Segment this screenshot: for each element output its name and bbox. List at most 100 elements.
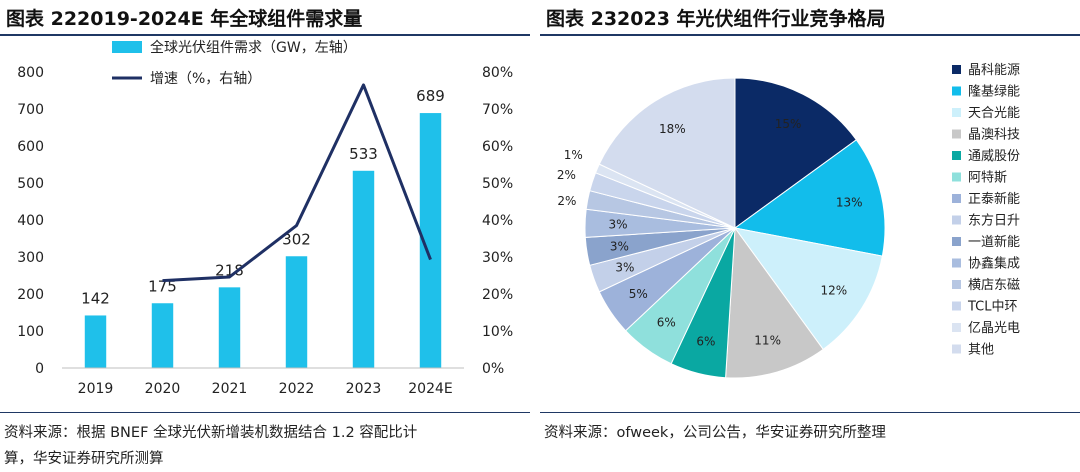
pie-slice [733, 227, 883, 351]
y-left-tick-label: 400 [17, 213, 44, 229]
pie-slice-percent-label: 3% [615, 261, 634, 275]
y-right-tick-label: 10% [482, 324, 513, 340]
pie-legend-label: 晶澳科技 [968, 127, 1020, 143]
pie-legend-swatch [952, 194, 961, 203]
pie-legend-swatch [952, 151, 961, 160]
x-tick-label: 2024E [408, 381, 452, 397]
demand-bar-value-label: 533 [349, 145, 378, 163]
competition-chart-title: 图表 232023 年光伏组件行业竞争格局 [546, 8, 886, 30]
y-right-tick-label: 70% [482, 102, 513, 118]
pie-legend-label: 横店东磁 [968, 278, 1020, 293]
pie-legend-swatch [952, 280, 961, 289]
source-line-2: 算，华安证券研究所测算 [4, 451, 164, 467]
source-line: 资料来源：ofweek，公司公告，华安证券研究所整理 [544, 425, 886, 441]
pie-legend-label: 协鑫集成 [968, 256, 1020, 272]
demand-chart-panel: 图表 222019-2024E 年全球组件需求量 0 100 200 300 400 50… [0, 0, 530, 472]
pie-slice-percent-label: 6% [696, 334, 715, 348]
pie-slice-percent-label: 15% [775, 117, 802, 131]
pie-legend-label: 晶科能源 [968, 63, 1020, 78]
demand-bar [285, 256, 308, 368]
pie-slice-percent-label: 2% [557, 194, 576, 208]
pie-legend-label: 正泰新能 [968, 191, 1020, 207]
title-divider [540, 34, 1080, 36]
y-right-tick-label: 60% [482, 139, 513, 155]
pie-legend-swatch [952, 237, 961, 246]
y-right-tick-label: 50% [482, 176, 513, 192]
competition-source-note: 资料来源：ofweek，公司公告，华安证券研究所整理 [544, 420, 1064, 446]
legend-line-label: 增速（%，右轴） [150, 71, 261, 87]
demand-bar-value-label: 689 [416, 87, 445, 105]
pie-slice-percent-label: 12% [820, 284, 847, 298]
demand-bar [218, 287, 241, 368]
x-tick-label: 2020 [145, 381, 181, 397]
legend-bar-swatch [112, 41, 142, 53]
pie-legend-swatch [952, 172, 961, 182]
pie-legend-label: 一道新能 [968, 234, 1020, 250]
demand-bar [151, 303, 174, 368]
pie-legend-swatch [952, 129, 961, 139]
pie-legend-swatch [952, 215, 961, 225]
source-divider [540, 412, 1080, 413]
y-left-tick-label: 600 [17, 139, 44, 155]
pie-slice-percent-label: 11% [754, 333, 781, 347]
demand-bar-line-chart: 0 100 200 300 400 500 600 700 800 0% 10% 20% 30% 40% 5… [17, 39, 513, 397]
y-right-tick-label: 40% [482, 213, 513, 229]
source-divider [0, 412, 530, 413]
x-tick-label: 2022 [279, 381, 315, 397]
pie-legend-label: 亿晶光电 [968, 321, 1020, 336]
x-tick-label: 2019 [78, 381, 114, 397]
y-left-tick-label: 800 [17, 65, 44, 81]
pie-slice [725, 226, 824, 379]
pie-legend-label: 东方日升 [968, 213, 1020, 229]
pie-legend-label: 隆基绿能 [968, 85, 1020, 100]
demand-bar [419, 113, 442, 368]
pie-slice-percent-label: 3% [609, 217, 628, 231]
pie-legend-swatch [952, 86, 961, 96]
legend-bar-label: 全球光伏组件需求（GW，左轴） [150, 39, 357, 56]
y-left-tick-label: 300 [17, 250, 44, 266]
pie-legend-swatch [952, 65, 961, 74]
pie-slice-percent-label: 2% [557, 168, 576, 182]
pie-legend-swatch [952, 258, 961, 268]
pie-legend-swatch [952, 323, 961, 332]
competition-chart-panel: 图表 232023 年光伏组件行业竞争格局 15% 13% 12% 11% 6% 6% 5%… [540, 0, 1080, 472]
y-right-tick-label: 0% [482, 361, 504, 377]
pie-legend-swatch [952, 108, 961, 117]
title-divider [0, 34, 530, 36]
pie-legend-label: 阿特斯 [968, 171, 1007, 186]
source-line-1: 资料来源：根据 BNEF 全球光伏新增装机数据结合 1.2 容配比计 [4, 425, 418, 441]
x-tick-label: 2023 [346, 381, 382, 397]
pie-slice-percent-label: 1% [564, 148, 583, 162]
market-share-pie-chart: 15% 13% 12% 11% 6% 6% 5% 3% 3% 3% 2% 2% 1% 18% 晶科能源隆基绿… [557, 63, 1020, 379]
demand-bar-value-label: 142 [81, 289, 110, 307]
pie-slice [598, 77, 736, 229]
demand-chart-title: 图表 222019-2024E 年全球组件需求量 [6, 8, 363, 30]
pie-legend-swatch [952, 301, 961, 311]
pie-slice-percent-label: 13% [836, 195, 863, 209]
pie-slice-percent-label: 3% [610, 239, 629, 253]
demand-bar-value-label: 218 [215, 261, 244, 279]
demand-source-note: 资料来源：根据 BNEF 全球光伏新增装机数据结合 1.2 容配比计 算，华安证… [4, 420, 524, 472]
pie-legend-swatch [952, 344, 961, 354]
y-right-tick-label: 20% [482, 287, 513, 303]
y-right-tick-label: 30% [482, 250, 513, 266]
y-left-tick-label: 0 [35, 361, 44, 377]
pie-slice [734, 77, 858, 229]
y-left-tick-label: 200 [17, 287, 44, 303]
demand-bar [352, 170, 375, 368]
pie-legend-label: 其他 [968, 343, 994, 358]
y-left-tick-label: 100 [17, 324, 44, 340]
pie-legend-label: 通威股份 [968, 149, 1020, 164]
pie-legend-label: 天合光能 [968, 106, 1020, 121]
y-left-tick-label: 700 [17, 102, 44, 118]
x-tick-label: 2021 [212, 381, 248, 397]
pie-slice [733, 139, 886, 257]
demand-bar-value-label: 302 [282, 230, 311, 248]
pie-slice-percent-label: 6% [657, 316, 676, 330]
y-left-tick-label: 500 [17, 176, 44, 192]
pie-slice-percent-label: 18% [659, 122, 686, 136]
growth-rate-line [162, 83, 432, 283]
pie-legend-label: TCL中环 [967, 300, 1018, 315]
demand-bar [84, 315, 107, 368]
